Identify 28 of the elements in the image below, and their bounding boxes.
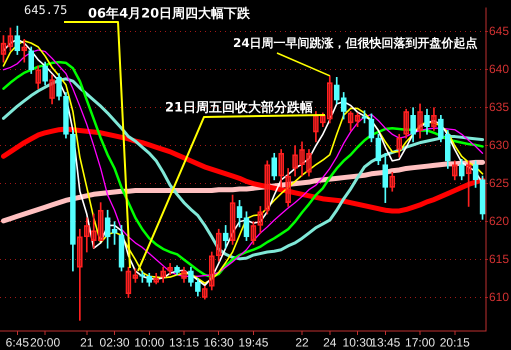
x-tick-label: 13:45 [370, 336, 401, 350]
x-tick-label: 24 [323, 336, 337, 350]
x-tick-label: 16:30 [204, 336, 234, 350]
candlestick [362, 110, 368, 124]
annotation: 06年4月20日周四大幅下跌 [88, 6, 252, 22]
annotation: 24日周一早间跳涨，但很快回落到开盘价起点 [233, 36, 478, 50]
x-tick-label: 19:45 [238, 336, 269, 350]
annotation: 21日周五回收大部分跌幅 [165, 99, 314, 116]
candlestick [112, 221, 118, 245]
y-tick-label: 625 [489, 176, 510, 190]
x-tick-label: 20:15 [440, 336, 470, 350]
x-tick-label: 10:30 [342, 336, 373, 350]
y-tick-label: 615 [489, 252, 510, 266]
x-tick-label: 10:00 [134, 336, 165, 350]
y-tick-label: 645 [489, 24, 510, 38]
x-tick-label: 17:00 [405, 336, 436, 350]
y-tick-label: 620 [489, 214, 510, 228]
y-tick-label: 630 [489, 138, 510, 152]
x-tick-label: 22 [295, 336, 310, 350]
x-tick-label: 6:45 [6, 336, 30, 350]
annotation: 645.75 [24, 3, 68, 18]
y-tick-label: 635 [489, 100, 510, 114]
y-tick-label: 610 [489, 290, 510, 304]
x-tick-label: 20:00 [30, 336, 60, 350]
x-tick-label: 13:15 [168, 336, 200, 350]
y-tick-label: 640 [489, 62, 510, 76]
x-tick-label: 02:30 [100, 336, 130, 350]
x-tick-label: 21 [80, 336, 94, 350]
